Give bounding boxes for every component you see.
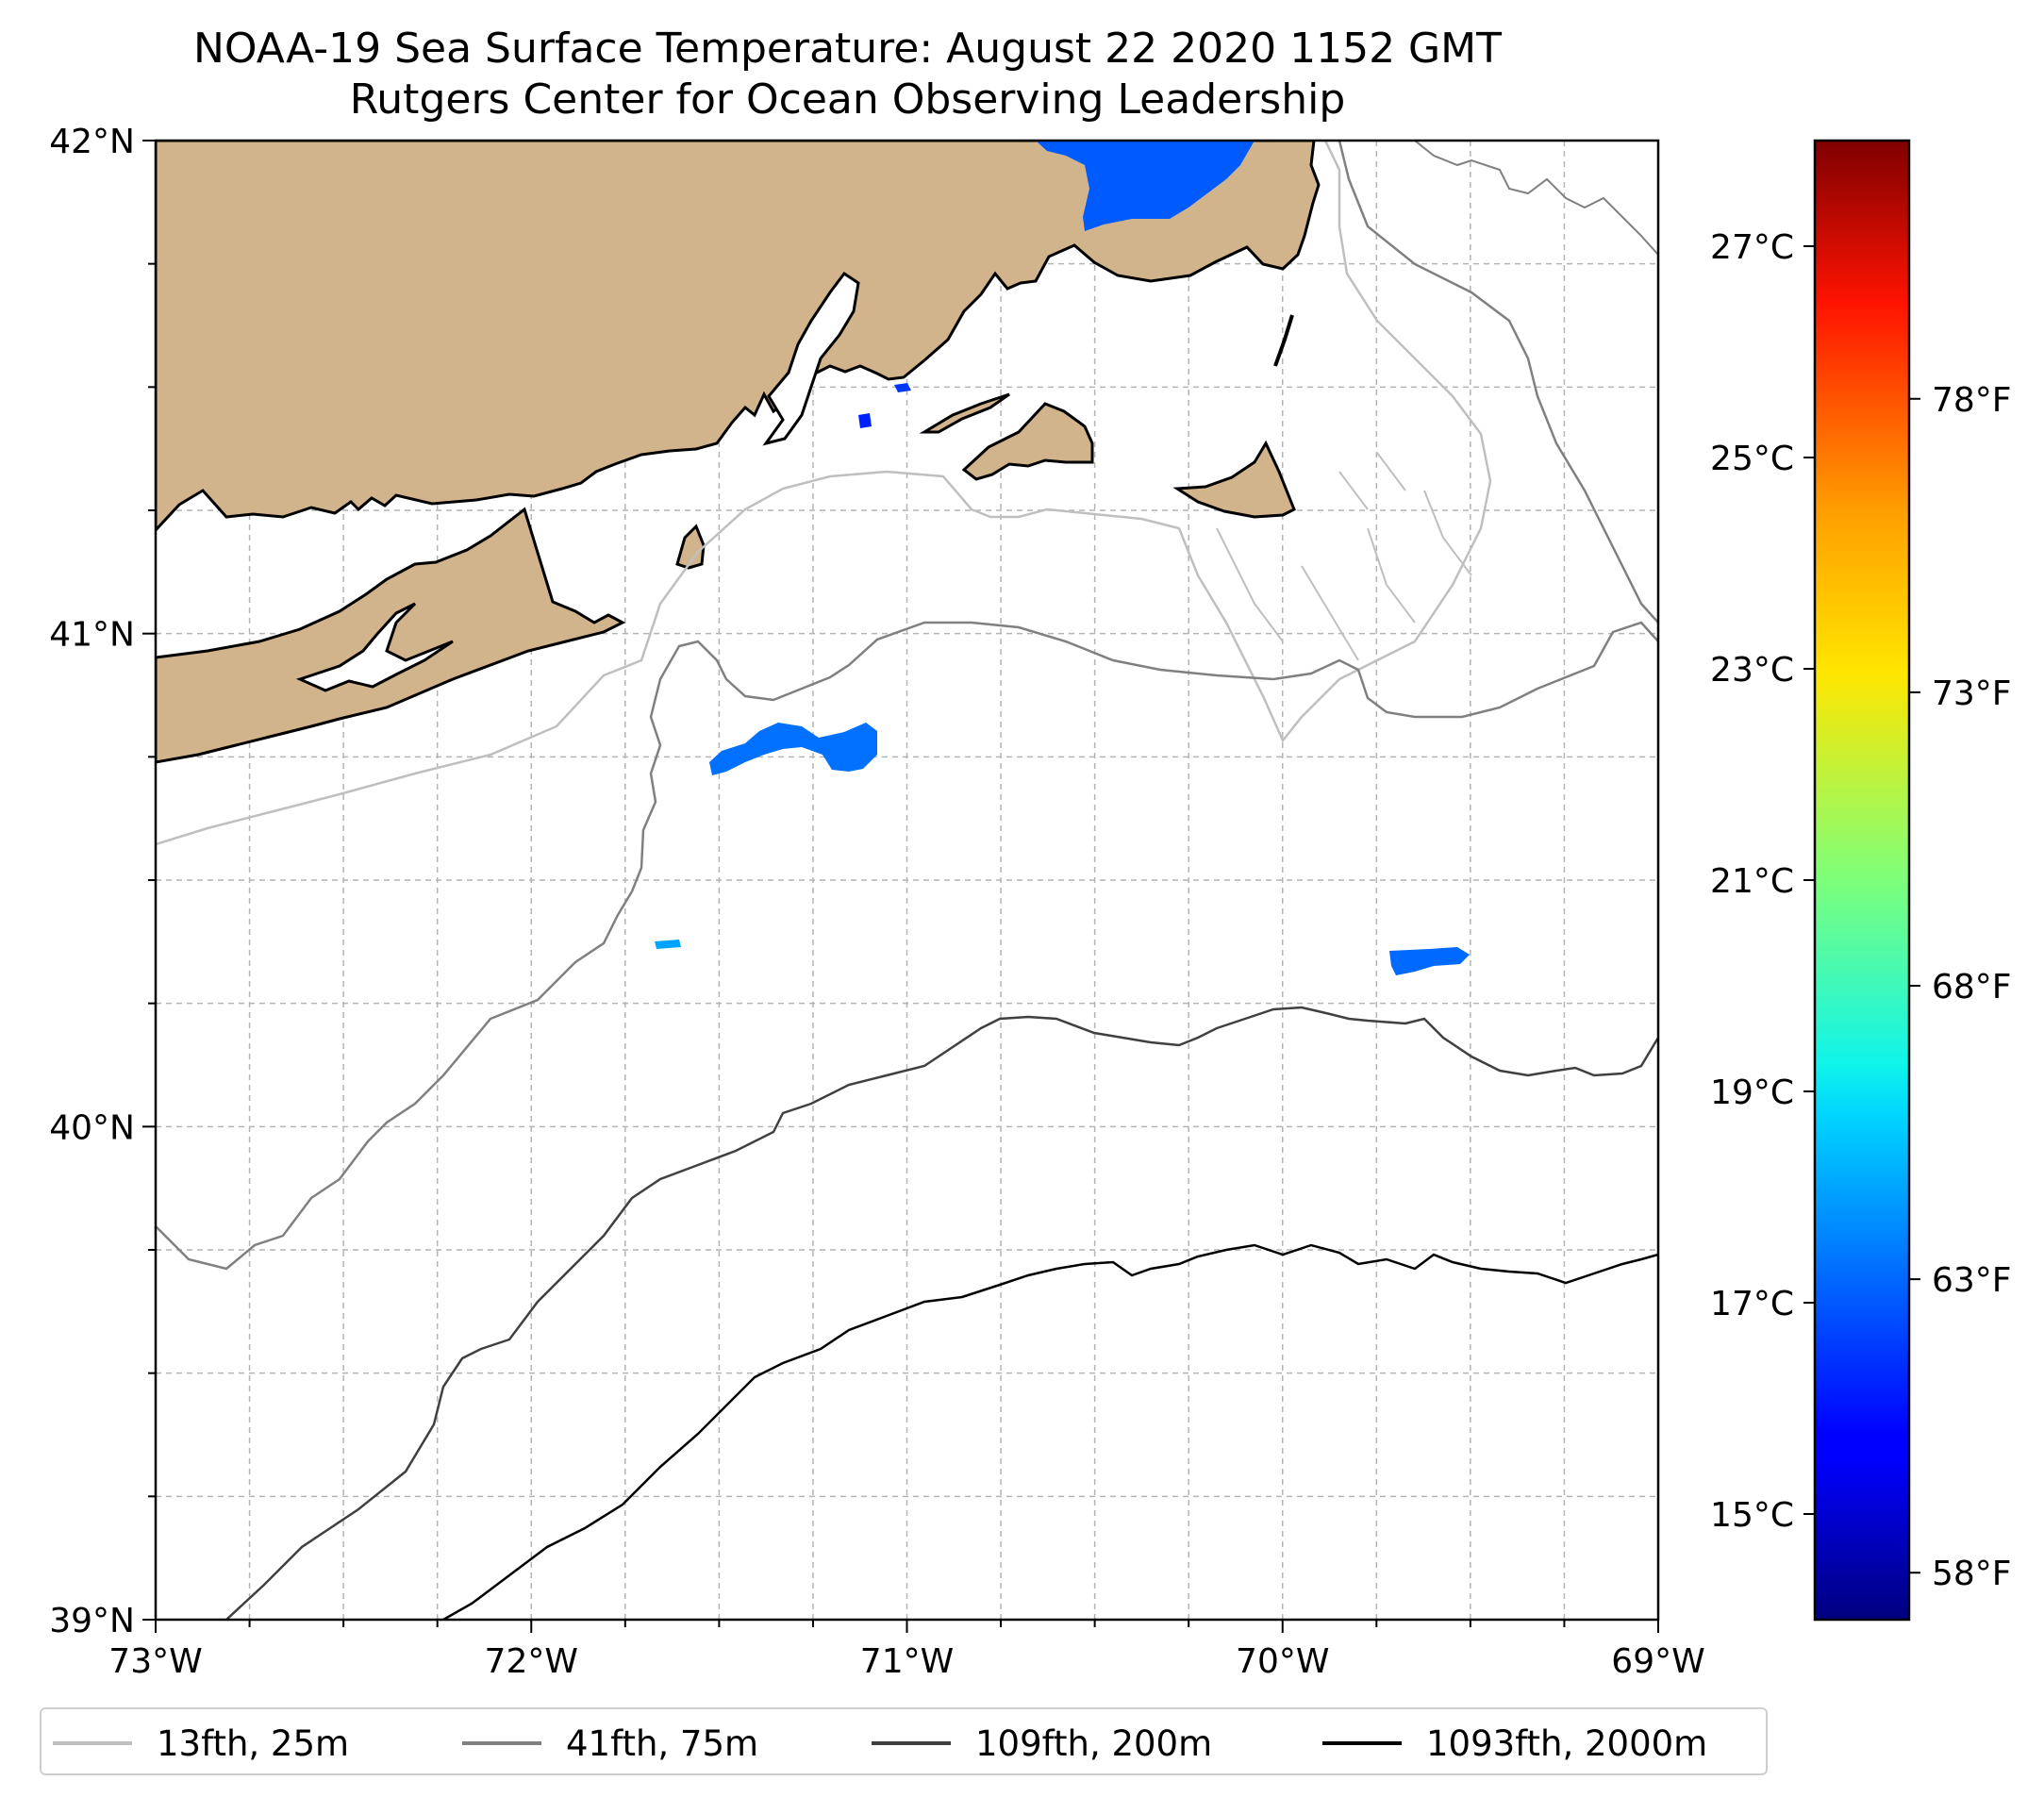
- legend-line-75m: [462, 1741, 541, 1745]
- contour-200m: [225, 1006, 1658, 1620]
- fahrenheit-tick-label: 78°F: [1932, 381, 2012, 420]
- legend-label-2000m: 1093fth, 2000m: [1426, 1722, 1708, 1764]
- fahrenheit-tick-label: 63°F: [1932, 1261, 2012, 1300]
- legend-entry-2000m: 1093fth, 2000m: [1322, 1722, 1707, 1764]
- legend-entry-25m: 13fth, 25m: [53, 1722, 349, 1764]
- land-nantucket: [1172, 440, 1296, 519]
- contour-75m-cape-cod-outer: [1414, 141, 1658, 256]
- x-tick-label: 72°W: [485, 1642, 578, 1681]
- contour-25m-nantucket-shoals: [1216, 452, 1472, 661]
- contour-2000m: [442, 1243, 1658, 1620]
- land-monomoy: [1273, 314, 1294, 367]
- land-elizabeth-islands: [919, 392, 1010, 434]
- narragansett-bay: [762, 271, 860, 446]
- y-tick-label: 41°N: [49, 616, 135, 655]
- y-tick-label: 39°N: [49, 1602, 135, 1640]
- contour-75m: [156, 621, 1658, 1271]
- gridlines: [156, 141, 1658, 1620]
- x-tick-label: 69°W: [1611, 1642, 1704, 1681]
- legend-line-2000m: [1322, 1741, 1402, 1745]
- celsius-tick-label: 17°C: [1710, 1285, 1794, 1323]
- sst-patch-cape-cod-bay: [1036, 141, 1255, 231]
- x-tick-label: 73°W: [108, 1642, 202, 1681]
- sst-patches: [655, 141, 1470, 975]
- latitude-axis: 42°N 41°N 40°N 39°N: [49, 123, 156, 1640]
- chart-title-line-1: NOAA-19 Sea Surface Temperature: August …: [193, 25, 1502, 73]
- celsius-tick-label: 27°C: [1710, 228, 1794, 267]
- sst-patch-southeast-of-block-island: [709, 723, 877, 775]
- legend-line-200m: [872, 1741, 951, 1745]
- map-content: [156, 141, 1658, 1620]
- peconic-bay: [295, 602, 454, 692]
- fahrenheit-tick-label: 58°F: [1932, 1555, 2012, 1593]
- celsius-tick-label: 23°C: [1710, 651, 1794, 690]
- land-marthas-vineyard: [961, 402, 1094, 481]
- sst-patch-shelf-break-east: [1389, 947, 1470, 975]
- y-tick-label: 40°N: [49, 1108, 135, 1147]
- contour-25m: [156, 141, 1492, 846]
- colorbar-fahrenheit-axis: 78°F 73°F 68°F 63°F 58°F: [1909, 381, 2012, 1593]
- fahrenheit-tick-label: 68°F: [1932, 968, 2012, 1007]
- longitude-axis: 73°W 72°W 71°W 70°W 69°W: [108, 1620, 1705, 1681]
- sst-patch-buzzards-bay: [894, 383, 911, 392]
- celsius-tick-label: 21°C: [1710, 862, 1794, 901]
- contour-75m-gulf-of-maine: [1338, 141, 1658, 624]
- legend-entry-75m: 41fth, 75m: [462, 1722, 758, 1764]
- legend-label-75m: 41fth, 75m: [566, 1722, 759, 1764]
- legend-label-25m: 13fth, 25m: [157, 1722, 350, 1764]
- legend-line-25m: [53, 1741, 132, 1745]
- fahrenheit-tick-label: 73°F: [1932, 674, 2012, 713]
- depth-contour-legend: 13fth, 25m 41fth, 75m 109fth, 200m 1093f…: [40, 1707, 1768, 1775]
- legend-label-200m: 109fth, 200m: [975, 1722, 1213, 1764]
- celsius-tick-label: 25°C: [1710, 440, 1794, 478]
- colorbar-celsius-axis: 27°C 25°C 23°C 21°C 19°C 17°C 15°C: [1710, 228, 1815, 1535]
- colorbar: [1813, 139, 1911, 1622]
- x-tick-label: 71°W: [860, 1642, 954, 1681]
- chart-title-line-2: Rutgers Center for Ocean Observing Leade…: [349, 75, 1346, 124]
- sst-patch-shelf-break-west: [655, 940, 681, 949]
- celsius-tick-label: 19°C: [1710, 1073, 1794, 1112]
- legend-entry-200m: 109fth, 200m: [872, 1722, 1212, 1764]
- sst-patch-rhode-island-sound: [858, 413, 872, 428]
- x-tick-label: 70°W: [1236, 1642, 1329, 1681]
- celsius-tick-label: 15°C: [1710, 1496, 1794, 1535]
- y-tick-label: 42°N: [49, 123, 135, 161]
